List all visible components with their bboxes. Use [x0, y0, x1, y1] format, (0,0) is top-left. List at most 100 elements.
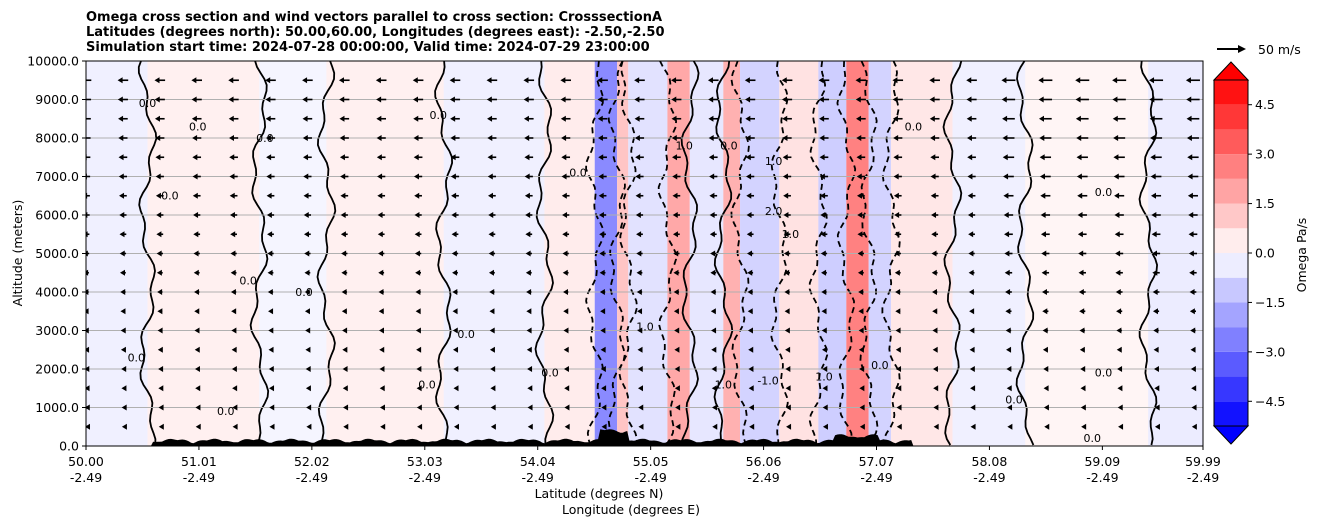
wind-vector-477 — [1006, 385, 1012, 392]
wind-vector-318 — [672, 154, 681, 161]
wind-vector-113 — [265, 77, 276, 84]
wind-vector-310 — [673, 308, 679, 315]
contour-label-2: 0.0 — [256, 132, 274, 145]
x-tick-label-lat-10: 59.99 — [1185, 454, 1221, 469]
wind-vector-27 — [119, 269, 126, 276]
wind-vector-75 — [191, 77, 203, 84]
wind-vector-17 — [86, 98, 92, 101]
wind-vector-345 — [748, 366, 754, 372]
wind-vector-272 — [600, 308, 606, 315]
wind-vector-23 — [120, 346, 126, 353]
wind-vector-470 — [967, 154, 976, 161]
wind-vector-42 — [157, 346, 163, 353]
wind-vector-216 — [489, 289, 495, 295]
wind-vector-396 — [819, 115, 829, 122]
wind-vector-418 — [896, 423, 902, 430]
wind-vector-193 — [453, 366, 459, 372]
wind-vector-483 — [1004, 269, 1013, 276]
wind-vector-504 — [1040, 231, 1050, 238]
wind-vector-582 — [1187, 192, 1198, 199]
wind-vector-34 — [118, 135, 128, 141]
wind-vector-145 — [340, 192, 349, 199]
wind-vector-326 — [711, 366, 717, 372]
wind-vector-66 — [193, 250, 200, 257]
colorbar-segment-6 — [1214, 253, 1248, 278]
chart-title-line-3: Simulation start time: 2024-07-28 00:00:… — [86, 40, 650, 55]
wind-vector-432 — [893, 154, 903, 161]
wind-vector-0 — [86, 423, 91, 430]
wind-vector-153 — [379, 404, 385, 411]
wind-vector-531 — [1075, 77, 1090, 84]
wind-vector-498 — [1042, 346, 1048, 353]
x-tick-label-lon-5: -2.49 — [634, 470, 666, 485]
wind-vector-79 — [231, 366, 237, 372]
wind-vector-181 — [414, 231, 422, 238]
wind-vector-522 — [1078, 250, 1087, 257]
x-tick-label-lon-9: -2.49 — [1086, 470, 1118, 485]
wind-vector-489 — [1002, 154, 1015, 161]
wind-vector-570 — [1191, 423, 1197, 430]
wind-vector-315 — [672, 212, 680, 218]
wind-vector-251 — [563, 346, 569, 353]
wind-vector-103 — [267, 269, 274, 276]
wind-vector-566 — [1150, 135, 1163, 141]
wind-vector-563 — [1150, 192, 1162, 199]
wind-vector-163 — [377, 212, 385, 218]
wind-vector-575 — [1190, 327, 1196, 334]
wind-vector-351 — [747, 250, 754, 257]
wind-vector-228 — [527, 423, 533, 430]
wind-vector-390 — [820, 231, 828, 238]
wind-vector-236 — [525, 269, 532, 276]
wind-vector-84 — [230, 269, 237, 276]
wind-vector-465 — [968, 250, 975, 257]
wind-vector-338 — [708, 135, 718, 141]
colorbar-segment-3 — [1214, 327, 1248, 352]
wind-vector-340 — [708, 96, 719, 103]
wind-vector-415 — [856, 115, 866, 122]
wind-vector-254 — [563, 289, 569, 295]
wind-vector-127 — [303, 173, 312, 180]
wind-vector-303 — [634, 77, 645, 84]
wind-vector-561 — [1151, 231, 1161, 238]
wind-vector-374 — [782, 173, 792, 180]
wind-vector-460 — [969, 346, 975, 353]
wind-vector-381 — [822, 404, 828, 411]
wind-vector-5 — [86, 327, 89, 334]
wind-vector-441 — [932, 346, 938, 353]
wind-vector-285 — [638, 423, 644, 430]
wind-vector-282 — [597, 115, 608, 122]
colorbar-extend-bottom — [1212, 425, 1250, 445]
x-tick-label-lon-10: -2.49 — [1187, 470, 1219, 485]
wind-vector-355 — [746, 173, 755, 180]
wind-vector-372 — [783, 212, 791, 218]
wind-vector-319 — [671, 135, 681, 141]
wind-vector-392 — [820, 192, 828, 199]
wind-vector-203 — [450, 173, 460, 180]
wind-vector-428 — [894, 231, 902, 238]
wind-vector-99 — [268, 346, 274, 353]
wind-vector-262 — [561, 135, 571, 141]
wind-vector-76 — [232, 423, 238, 430]
wind-vector-324 — [712, 404, 718, 411]
wind-vector-20 — [121, 404, 127, 411]
wind-vector-73 — [191, 115, 202, 122]
contour-label-21: 1.0 — [815, 371, 833, 384]
wind-vector-585 — [1186, 135, 1199, 141]
x-tick-label-lat-5: 55.05 — [633, 454, 669, 469]
wind-vector-129 — [302, 135, 312, 141]
wind-vector-4 — [86, 346, 90, 353]
wind-vector-421 — [896, 366, 902, 372]
wind-vector-534 — [1117, 385, 1123, 392]
wind-vector-414 — [856, 135, 866, 141]
wind-vector-200 — [451, 231, 459, 238]
wind-vector-448 — [931, 212, 939, 218]
x-tick-label-lon-7: -2.49 — [860, 470, 892, 485]
colorbar-tick-label-2: 1.5 — [1255, 196, 1275, 211]
wind-vector-298 — [635, 173, 644, 180]
contour-label-11: 0.0 — [569, 167, 587, 180]
wind-vector-159 — [378, 289, 384, 295]
wind-vector-100 — [268, 327, 274, 334]
wind-vector-311 — [673, 289, 680, 295]
wind-vector-206 — [450, 115, 460, 122]
